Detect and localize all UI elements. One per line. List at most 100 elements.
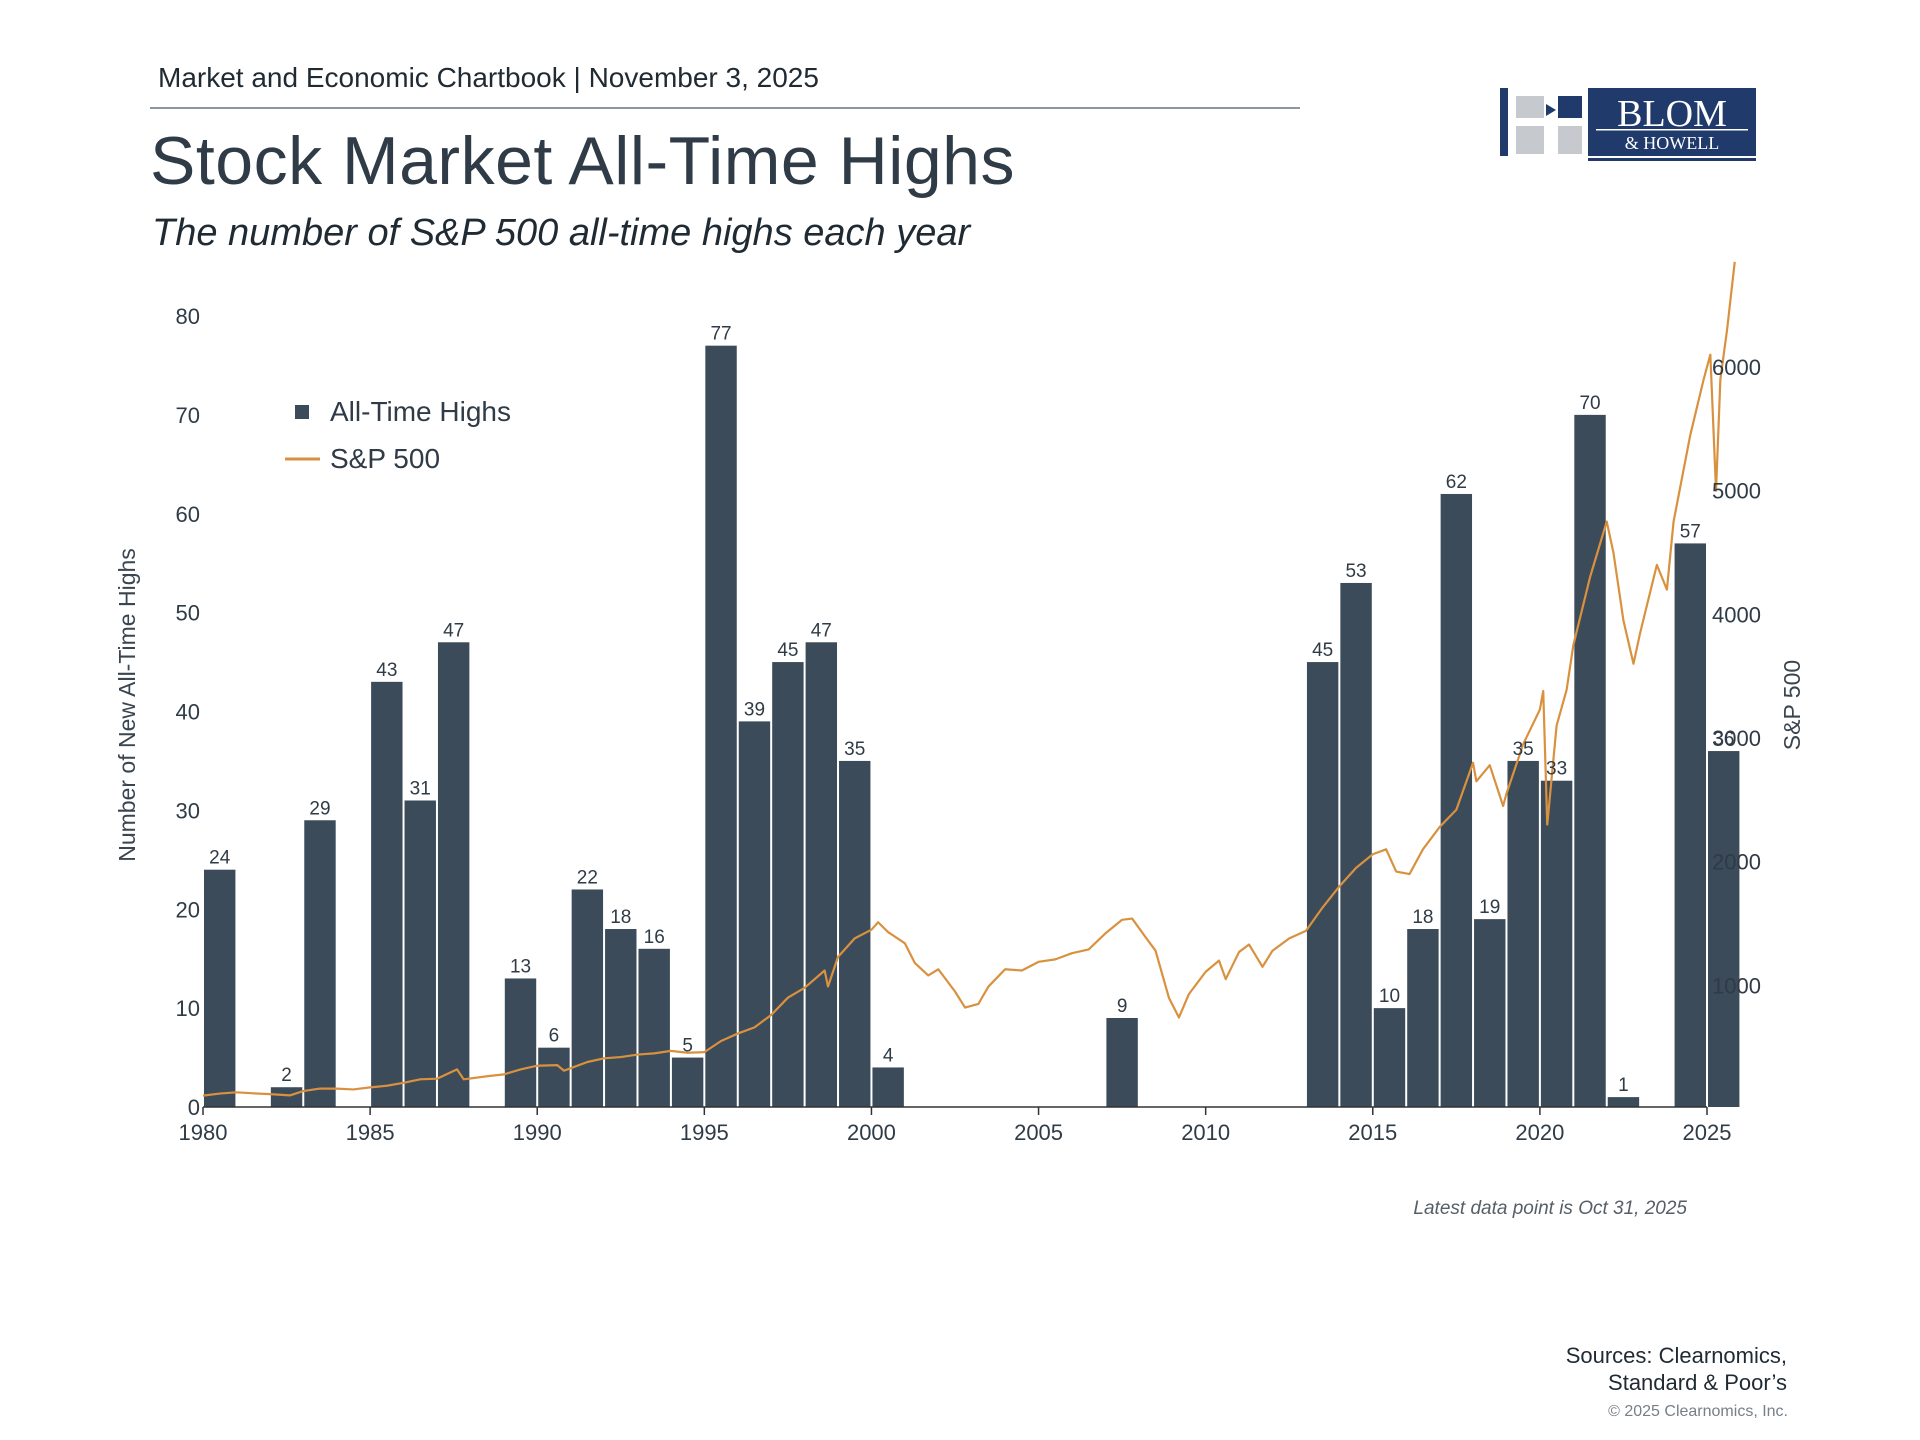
bar-1990	[538, 1047, 570, 1107]
y-tick-label-80: 80	[176, 304, 200, 329]
bar-label-2025: 36	[1713, 729, 1734, 750]
bar-label-1982: 2	[281, 1065, 292, 1086]
y2-tick-label-1000: 1000	[1712, 973, 1761, 998]
y2-tick-label-5000: 5000	[1712, 479, 1761, 504]
sources-note: Sources: Clearnomics, Standard & Poor’s	[1566, 1342, 1787, 1396]
y2-tick-label-2000: 2000	[1712, 850, 1761, 875]
bar-2021	[1574, 414, 1606, 1107]
logo-text-howell: & HOWELL	[1625, 133, 1719, 153]
y-tick-label-50: 50	[176, 601, 200, 626]
logo-text-blom: BLOM	[1617, 93, 1727, 135]
x-tick-label-1980: 1980	[179, 1120, 228, 1145]
y-axis-label: Number of New All-Time Highs	[114, 548, 140, 862]
bar-2024	[1674, 543, 1706, 1107]
bar-1989	[504, 978, 537, 1107]
y2-tick-label-3000: 3000	[1712, 726, 1761, 751]
bar-1986	[404, 800, 436, 1107]
bar-label-1997: 45	[777, 640, 798, 661]
bar-label-2017: 62	[1446, 472, 1467, 493]
header-divider	[150, 107, 1300, 109]
bar-1992	[605, 929, 637, 1107]
x-tick-label-1995: 1995	[680, 1120, 729, 1145]
bar-1996	[738, 721, 771, 1107]
bar-label-2014: 53	[1345, 561, 1366, 582]
legend-label-all-time-highs: All-Time Highs	[330, 396, 511, 427]
y-tick-label-60: 60	[176, 502, 200, 527]
bar-2022	[1607, 1097, 1640, 1107]
company-logo: BLOM & HOWELL	[1500, 88, 1756, 161]
bar-1982	[270, 1087, 303, 1107]
y2-tick-label-4000: 4000	[1712, 602, 1761, 627]
bar-2000	[872, 1067, 904, 1107]
y-tick-label-70: 70	[176, 403, 200, 428]
latest-data-note: Latest data point is Oct 31, 2025	[1413, 1198, 1687, 1219]
x-tick-label-2000: 2000	[847, 1120, 896, 1145]
y-tick-label-0: 0	[188, 1095, 200, 1120]
bar-label-1990: 6	[549, 1026, 560, 1047]
bar-1993	[638, 948, 670, 1107]
bar-1987	[437, 642, 470, 1107]
bar-1997	[772, 662, 804, 1107]
x-tick-label-2015: 2015	[1348, 1120, 1397, 1145]
axes-layer: 1980 1985 1990 1995 2000 2005 2010 2015 2020 2025…	[176, 304, 1761, 1145]
bar-1999	[839, 760, 871, 1107]
bar-2025	[1708, 751, 1740, 1107]
y-tick-label-20: 20	[176, 897, 200, 922]
x-tick-label-2020: 2020	[1515, 1120, 1564, 1145]
sp500-line	[202, 261, 1736, 1097]
bar-label-1995: 77	[710, 324, 731, 345]
bar-label-2018: 19	[1479, 897, 1500, 918]
bar-1998	[805, 642, 838, 1107]
bar-2014	[1340, 582, 1372, 1107]
bar-1995	[705, 345, 737, 1108]
bar-1994	[671, 1057, 704, 1107]
bar-1980	[204, 869, 236, 1107]
legend-label-sp500: S&P 500	[330, 443, 440, 474]
bar-label-1983: 29	[309, 798, 330, 819]
x-tick-label-2010: 2010	[1181, 1120, 1230, 1145]
y2-axis-label: S&P 500	[1779, 660, 1805, 750]
bar-label-2021: 70	[1579, 393, 1600, 414]
bar-label-1980: 24	[209, 848, 231, 869]
bars-layer	[204, 345, 1740, 1108]
bar-label-2013: 45	[1312, 640, 1333, 661]
chartbook-header: Market and Economic Chartbook | November…	[158, 62, 819, 93]
bar-2020	[1540, 780, 1573, 1107]
y-tick-label-40: 40	[176, 700, 200, 725]
bar-label-1999: 35	[844, 739, 865, 760]
bar-label-2022: 1	[1618, 1075, 1629, 1096]
bar-label-2000: 4	[883, 1045, 894, 1066]
bar-labels-layer: 2422943314713622181657739454735494553101…	[209, 324, 1734, 1096]
page-subtitle: The number of S&P 500 all-time highs eac…	[152, 212, 971, 254]
sources-line-1: Sources: Clearnomics,	[1565, 1343, 1787, 1368]
legend-bar-swatch	[295, 405, 309, 419]
sources-line-2: Standard & Poor’s	[1608, 1370, 1787, 1395]
bar-label-2020: 33	[1546, 759, 1567, 780]
bar-1985	[371, 681, 403, 1107]
bar-2015	[1373, 1008, 1406, 1107]
x-tick-label-2005: 2005	[1014, 1120, 1063, 1145]
y2-tick-label-6000: 6000	[1712, 355, 1761, 380]
bar-label-1991: 22	[577, 867, 598, 888]
x-tick-label-2025: 2025	[1683, 1120, 1732, 1145]
chart-legend: All-Time Highs S&P 500	[285, 396, 511, 474]
bar-label-1987: 47	[443, 620, 464, 641]
bar-label-1993: 16	[644, 927, 665, 948]
y-tick-label-30: 30	[176, 798, 200, 823]
copyright: © 2025 Clearnomics, Inc.	[1608, 1403, 1788, 1420]
y-tick-label-10: 10	[176, 996, 200, 1021]
bar-label-1998: 47	[811, 620, 832, 641]
page-title: Stock Market All-Time Highs	[150, 123, 1015, 199]
bar-2013	[1306, 662, 1339, 1107]
bar-2017	[1440, 493, 1473, 1108]
line-layer	[202, 261, 1736, 1097]
bar-label-1986: 31	[410, 778, 431, 799]
bar-label-2024: 57	[1680, 521, 1701, 542]
bar-1983	[304, 820, 336, 1107]
bar-label-1996: 39	[744, 699, 765, 720]
bar-label-1992: 18	[610, 907, 631, 928]
bar-2019	[1507, 760, 1539, 1107]
bar-label-2015: 10	[1379, 986, 1400, 1007]
bar-label-2019: 35	[1513, 739, 1534, 760]
